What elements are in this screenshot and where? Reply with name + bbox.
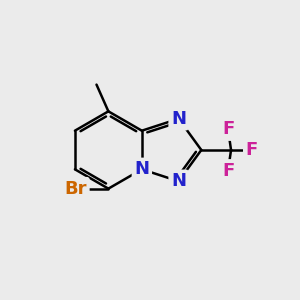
Text: N: N bbox=[171, 172, 186, 190]
Text: N: N bbox=[171, 110, 186, 128]
Text: F: F bbox=[246, 141, 258, 159]
Text: N: N bbox=[171, 172, 186, 190]
Text: N: N bbox=[171, 110, 186, 128]
Text: N: N bbox=[134, 160, 149, 178]
Text: F: F bbox=[222, 120, 234, 138]
Text: N: N bbox=[134, 160, 149, 178]
Text: Br: Br bbox=[64, 180, 87, 198]
Text: F: F bbox=[222, 120, 234, 138]
Text: Br: Br bbox=[64, 180, 87, 198]
Text: F: F bbox=[246, 141, 258, 159]
Text: F: F bbox=[222, 162, 234, 180]
Text: F: F bbox=[222, 162, 234, 180]
